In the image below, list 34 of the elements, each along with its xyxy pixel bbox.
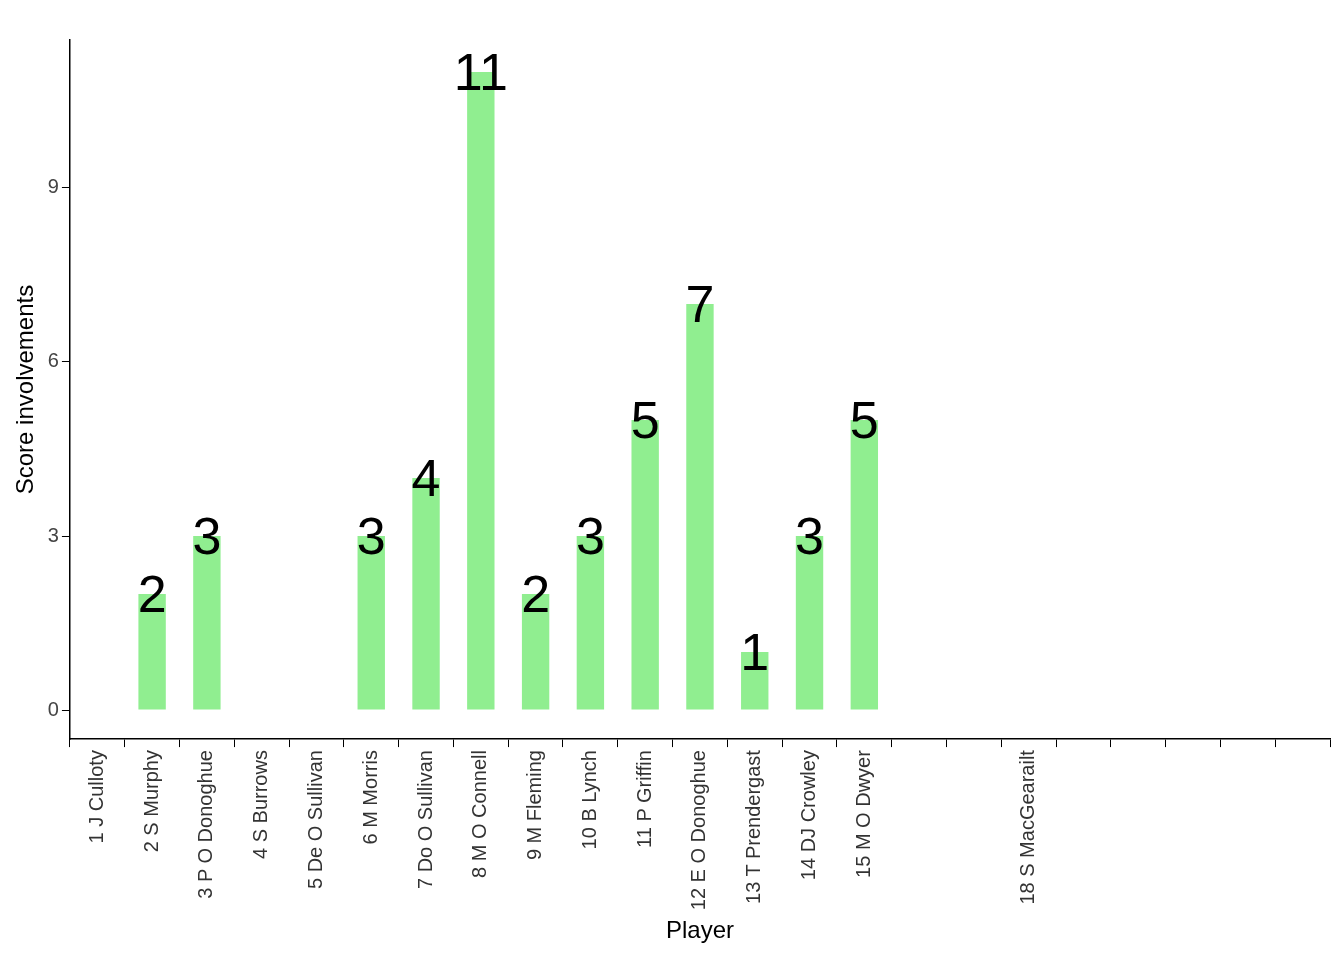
x-tick-label: 1 J Culloty bbox=[84, 750, 107, 844]
x-tick-label: 8 M O Connell bbox=[468, 750, 491, 878]
x-axis-title: Player bbox=[665, 916, 734, 944]
y-tick-label: 3 bbox=[47, 523, 59, 546]
y-tick-label: 0 bbox=[47, 697, 59, 720]
x-tick-label: 18 S MacGearailt bbox=[1016, 749, 1039, 905]
x-tick-label: 11 P Griffin bbox=[632, 750, 655, 848]
x-tick-label: 15 M O Dwyer bbox=[851, 749, 874, 878]
data-label: 2 bbox=[137, 565, 167, 624]
x-tick-label: 10 B Lynch bbox=[577, 750, 600, 850]
x-tick-label: 7 Do O Sullivan bbox=[413, 750, 436, 890]
y-axis-title: Score involvements bbox=[11, 284, 39, 495]
x-tick-label: 13 T Prendergast bbox=[742, 749, 765, 904]
data-label: 3 bbox=[795, 507, 824, 566]
x-tick-label: 6 M Morris bbox=[358, 750, 381, 845]
data-label: 4 bbox=[411, 449, 441, 508]
data-label: 11 bbox=[453, 42, 508, 101]
data-label: 5 bbox=[630, 391, 660, 449]
data-label: 3 bbox=[356, 507, 386, 566]
x-tick-label: 4 S Burrows bbox=[249, 750, 272, 860]
y-tick-label: 9 bbox=[47, 175, 59, 198]
y-tick-label: 6 bbox=[47, 349, 59, 372]
x-tick-label: 9 M Fleming bbox=[523, 750, 546, 861]
data-label: 3 bbox=[575, 507, 605, 566]
x-tick-label: 2 S Murphy bbox=[139, 750, 162, 853]
x-tick-label: 3 P O Donoghue bbox=[194, 750, 217, 899]
data-label: 5 bbox=[849, 391, 879, 449]
data-label: 2 bbox=[521, 565, 551, 624]
data-label: 3 bbox=[192, 507, 222, 566]
x-tick-label: 14 DJ Crowley bbox=[797, 750, 820, 881]
x-tick-label: 5 De O Sullivan bbox=[303, 750, 326, 890]
data-label: 1 bbox=[740, 623, 770, 682]
data-label: 7 bbox=[685, 274, 715, 333]
x-tick-label: 12 E O Donoghue bbox=[687, 750, 710, 911]
